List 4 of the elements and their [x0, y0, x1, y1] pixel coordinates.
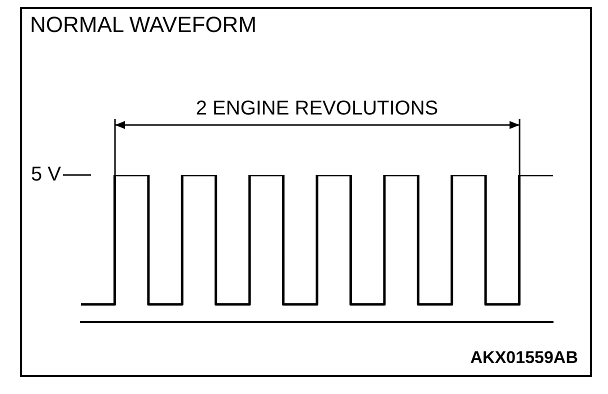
text: 2 ENGINE REVOLUTIONS: [196, 98, 438, 120]
text: 5 V: [30, 164, 62, 186]
text: AKX01559AB: [470, 348, 578, 368]
chart-title: NORMAL WAVEFORM: [30, 12, 257, 38]
